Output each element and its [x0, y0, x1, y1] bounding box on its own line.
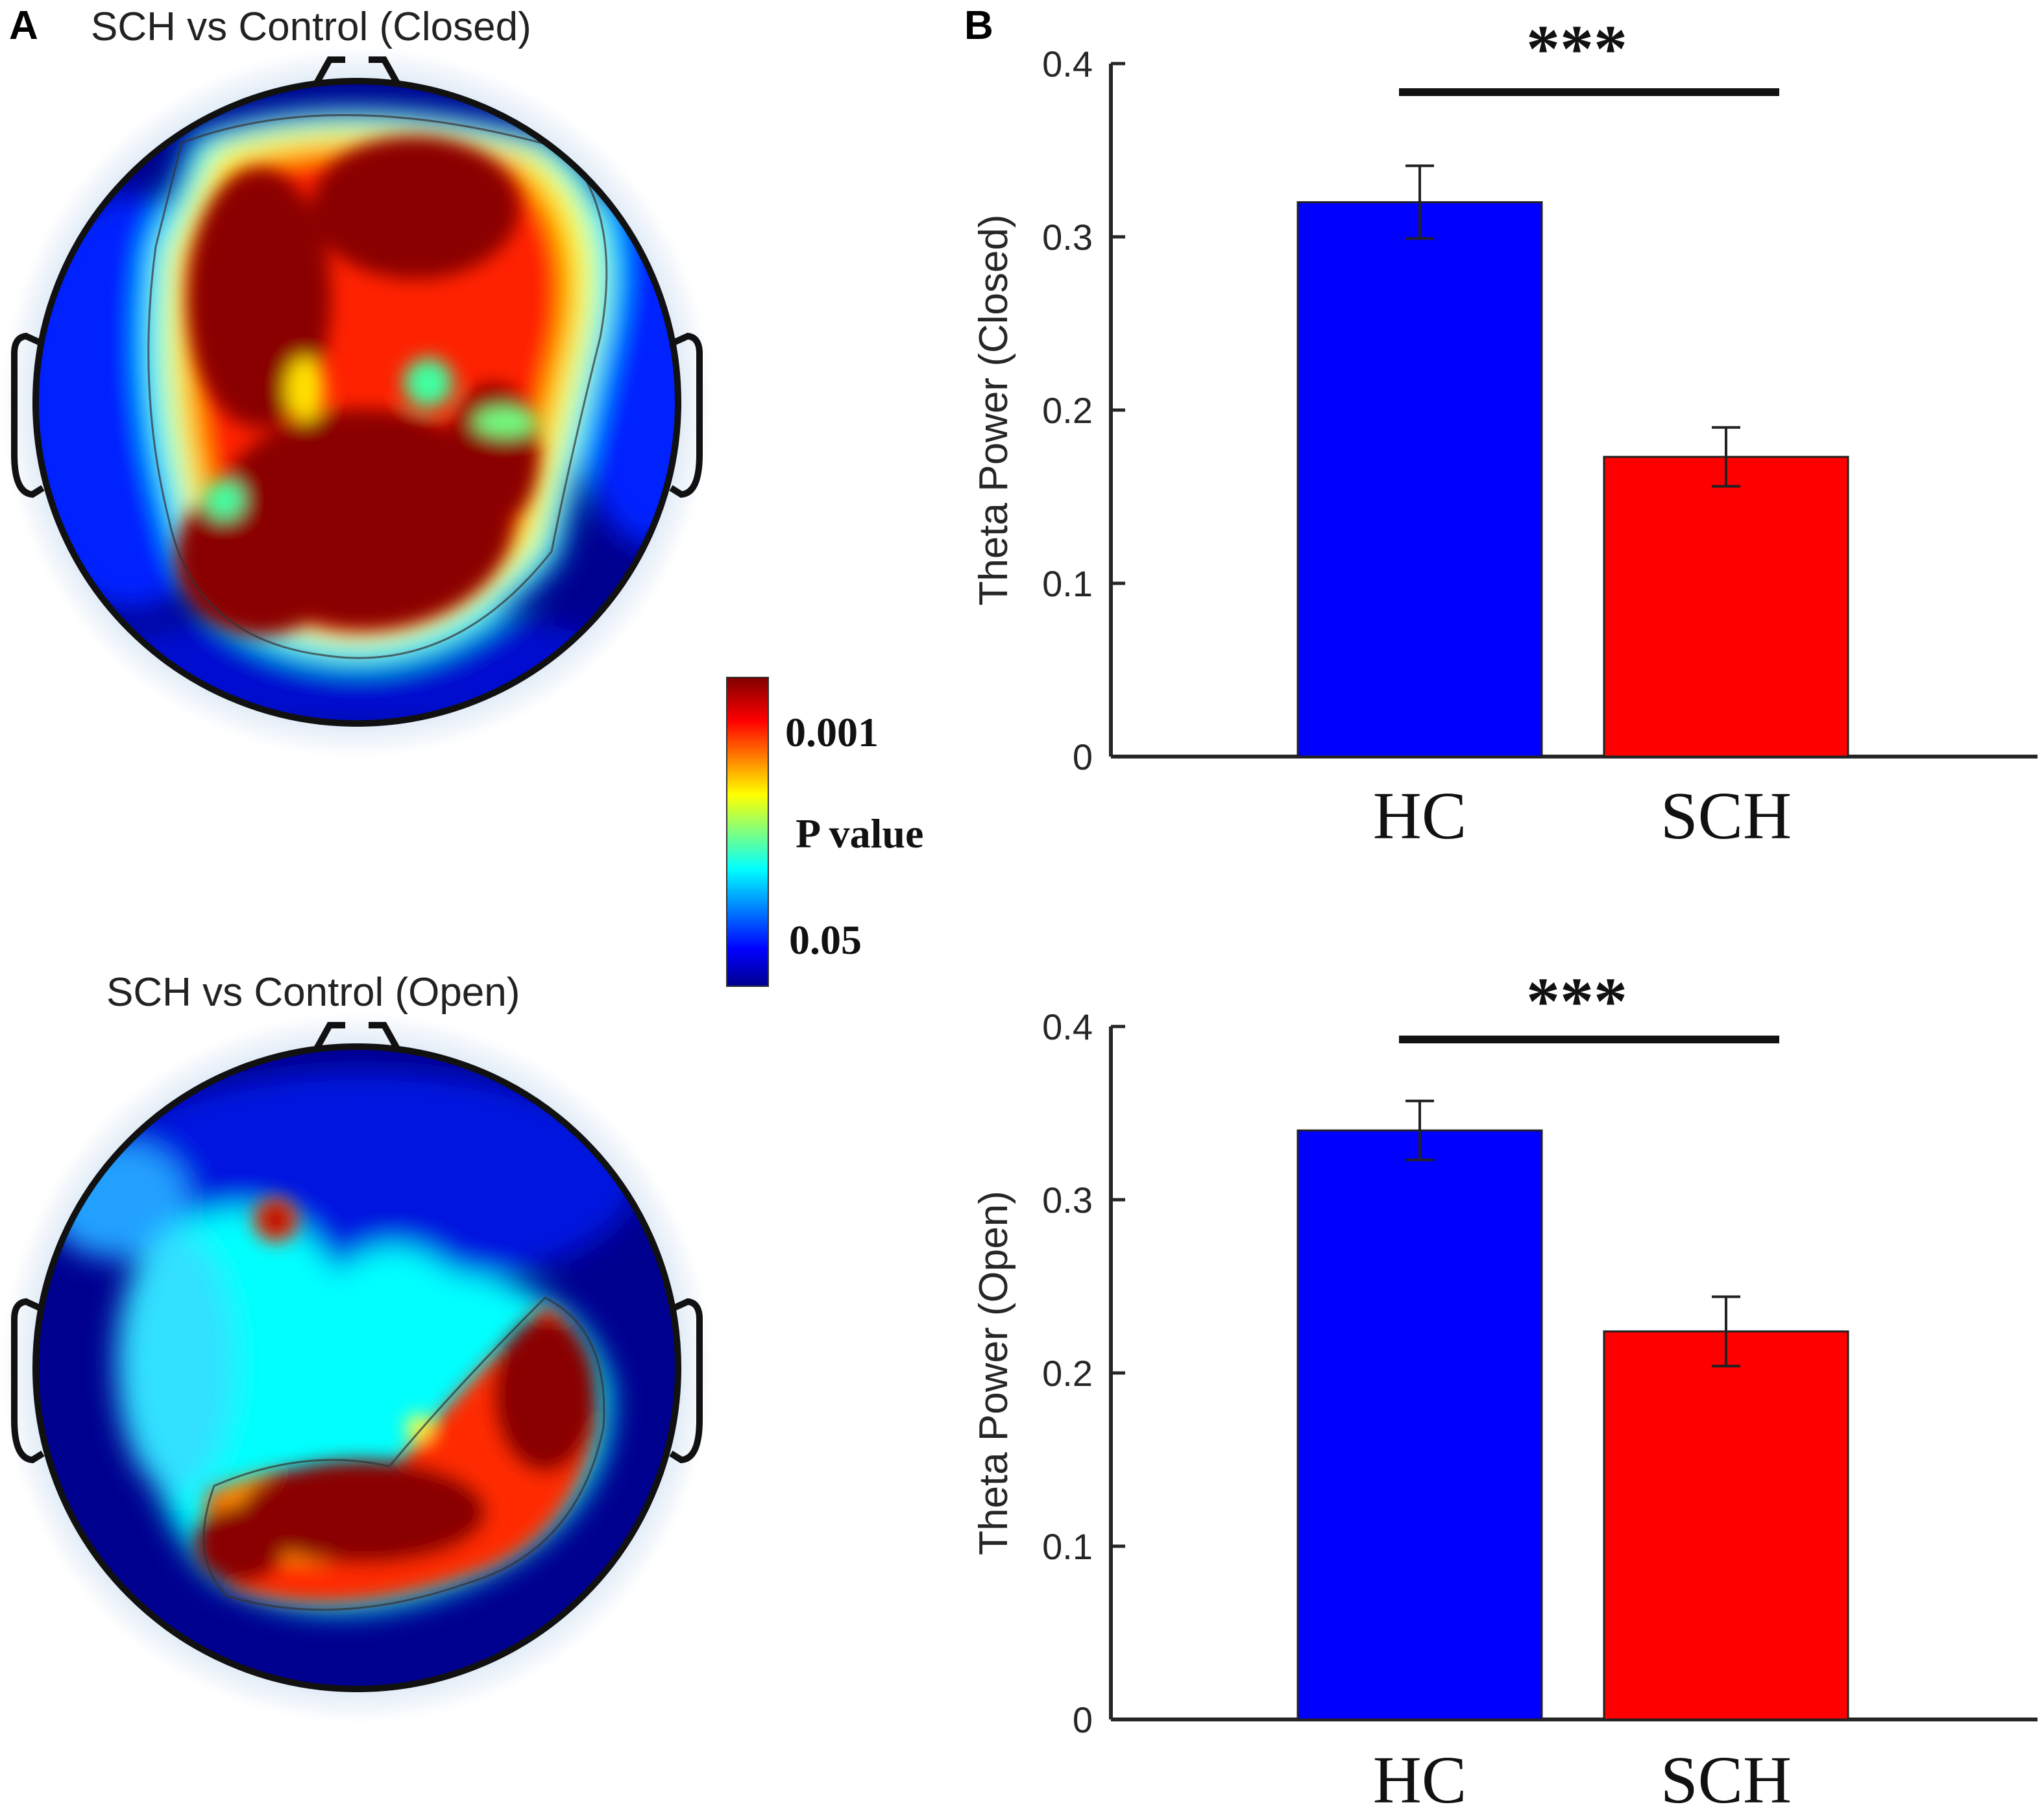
bar-hc — [1296, 1129, 1543, 1721]
y-tick-label: 0.4 — [1042, 1006, 1093, 1047]
y-tick-label: 0.3 — [1042, 1180, 1093, 1220]
pvalue-heatmap-open — [36, 1047, 678, 1689]
colorbar-gradient — [726, 677, 769, 987]
topomap-open — [1, 1012, 712, 1723]
category-label-hc: HC — [1373, 779, 1466, 853]
topomap-closed — [1, 47, 712, 758]
bar-chart-open: 0 0.1 0.2 0.3 0.4 Theta Power (Open) HC SCH *** — [971, 964, 2038, 1809]
map-title-open: SCH vs Control (Open) — [106, 970, 520, 1015]
bar-chart-closed: 0 0.1 0.2 0.3 0.4 Theta Power (Closed) HC SCH **… — [971, 12, 2038, 853]
bar-hc — [1296, 201, 1543, 758]
bar-sch — [1603, 455, 1849, 758]
y-tick-label: 0.1 — [1042, 563, 1093, 604]
colorbar-title: P value — [796, 810, 924, 856]
colorbar — [726, 677, 769, 987]
category-label-sch: SCH — [1661, 1743, 1792, 1809]
significance-marker: *** — [1526, 964, 1627, 1039]
y-tick-label: 0.3 — [1042, 217, 1093, 258]
category-label-hc: HC — [1373, 1743, 1466, 1809]
category-label-sch: SCH — [1661, 779, 1792, 853]
right-ear-icon — [669, 332, 703, 498]
colorbar-bottom-label: 0.05 — [789, 917, 862, 963]
y-tick-label: 0.1 — [1042, 1526, 1093, 1567]
y-tick-label: 0.4 — [1042, 43, 1093, 84]
head-outline — [32, 1043, 681, 1692]
panel-letter-b: B — [964, 3, 993, 48]
y-axis-label: Theta Power (Closed) — [971, 214, 1016, 605]
colorbar-top-label: 0.001 — [785, 709, 879, 755]
left-ear-icon — [11, 332, 45, 498]
panel-letter-a: A — [9, 3, 38, 48]
right-ear-icon — [669, 1298, 703, 1464]
y-tick-label: 0 — [1073, 1699, 1093, 1740]
y-tick-label: 0 — [1073, 736, 1093, 777]
y-tick-label: 0.2 — [1042, 1353, 1093, 1394]
y-axis-label: Theta Power (Open) — [971, 1191, 1016, 1555]
bar-sch — [1603, 1330, 1849, 1721]
y-tick-label: 0.2 — [1042, 390, 1093, 431]
pvalue-heatmap-closed — [36, 81, 678, 723]
significance-marker: *** — [1526, 12, 1627, 86]
head-outline — [32, 78, 681, 727]
map-title-closed: SCH vs Control (Closed) — [91, 5, 531, 49]
left-ear-icon — [11, 1298, 45, 1464]
